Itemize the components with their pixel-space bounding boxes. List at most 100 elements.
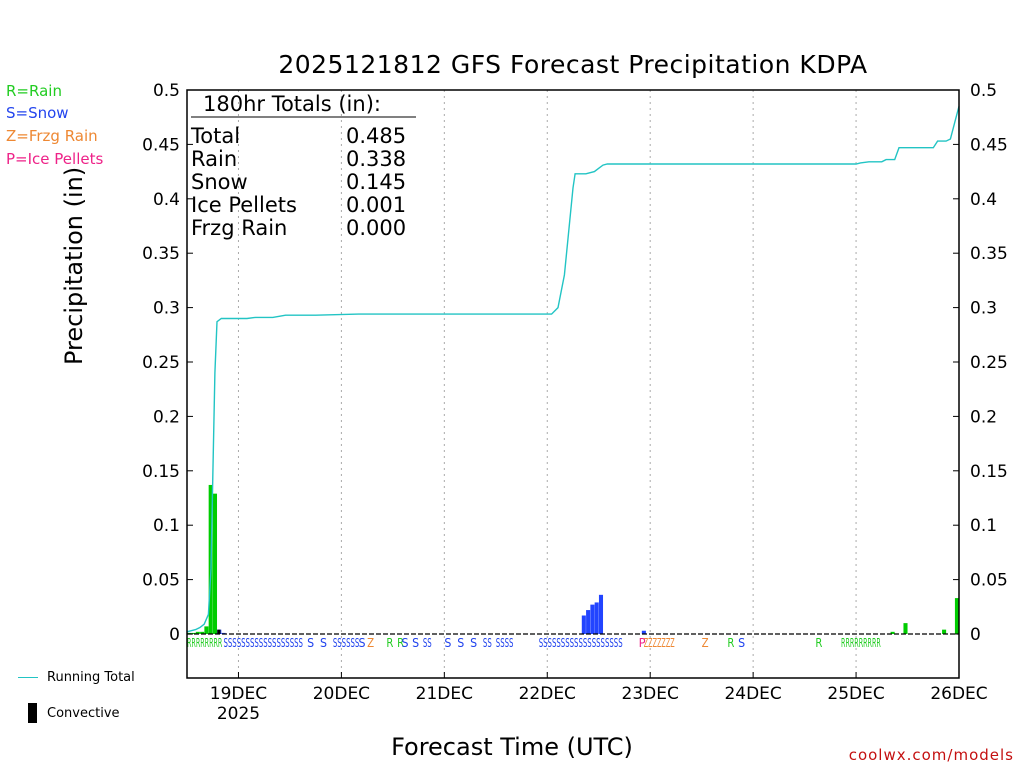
- x-tick-label: 23DEC: [622, 684, 679, 704]
- precip-type-strip: RRRRRRRR SSSSSSSSSSSSSSSSSS S S SSSSSS S Z R RS S…: [187, 636, 881, 650]
- bar-rain: [212, 493, 218, 634]
- totals-label: Ice Pellets: [191, 193, 297, 217]
- ptype-label: SSSSSS: [333, 636, 360, 650]
- y-tick-label: 0.3: [153, 299, 180, 319]
- totals-value: 0.001: [346, 193, 406, 217]
- y-tick-label: 0.45: [142, 135, 180, 155]
- y-tick-label: 0.15: [970, 462, 1008, 482]
- ptype-label: R: [386, 636, 393, 650]
- ptype-label: S: [307, 636, 314, 650]
- ptype-label: RRRRRRRRR: [841, 636, 881, 650]
- totals-label: Rain: [191, 147, 237, 171]
- bar-snow: [590, 604, 595, 634]
- y-tick-label: 0.5: [153, 81, 180, 101]
- ptype-label: SSSSSSSSSSSSSSSSSSS: [539, 636, 623, 650]
- y-tick-label: 0.35: [142, 244, 180, 264]
- source-credit: coolwx.com/models: [848, 746, 1014, 764]
- totals-label: Total: [190, 124, 240, 148]
- y-tick-label: 0.1: [153, 516, 180, 536]
- x-tick-label: 25DEC: [827, 684, 884, 704]
- convective-key-swatch: [28, 703, 37, 723]
- x-tick-label: 24DEC: [724, 684, 781, 704]
- chart-title: 2025121812 GFS Forecast Precipitation KD…: [278, 50, 868, 79]
- x-tick-label: 19DEC: [210, 684, 267, 704]
- ptype-label: Z: [367, 636, 374, 650]
- totals-label: Frzg Rain: [191, 216, 287, 240]
- bar-series: [187, 484, 959, 634]
- ptype-label: S: [444, 636, 451, 650]
- ptype-label: P: [639, 636, 646, 650]
- y-tick-label: 0.2: [153, 407, 180, 427]
- y-tick-label: 0.4: [970, 190, 997, 210]
- x-tick-label: 26DEC: [930, 684, 987, 704]
- y-tick-label: 0.5: [970, 81, 997, 101]
- running-total-series: [186, 106, 960, 633]
- running-total-line: [186, 106, 960, 633]
- bar-rain: [191, 632, 196, 634]
- grid-lines: [237, 90, 857, 678]
- y-tick-label: 0.2: [970, 407, 997, 427]
- bar-snow: [594, 602, 599, 634]
- x-tick-sublabel: 2025: [217, 704, 260, 724]
- ptype-label: R: [397, 636, 404, 650]
- totals-value: 0.145: [346, 170, 406, 194]
- y-tick-label: 0.15: [142, 462, 180, 482]
- ptype-label: S: [359, 636, 366, 650]
- convective-key-label: Convective: [47, 706, 120, 721]
- bar-snow: [598, 594, 604, 634]
- ptype-label: S: [738, 636, 745, 650]
- running-total-key-swatch: [18, 677, 38, 678]
- ptype-label: S: [320, 636, 327, 650]
- y-tick-label: 0.25: [142, 353, 180, 373]
- bar-rain: [954, 598, 959, 634]
- ptype-label: SSSS: [496, 636, 514, 650]
- bar-rain: [200, 631, 205, 634]
- ptype-label: SSSSSSSSSSSSSSSSSS: [223, 636, 303, 650]
- legend-rain: R=Rain: [6, 82, 62, 100]
- y-ticks-left: 0 0.05 0.1 0.15 0.2 0.25 0.3 0.35 0.4 0.45 0.5: [142, 81, 193, 645]
- y-tick-label: 0.35: [970, 244, 1008, 264]
- ptype-label: R: [727, 636, 734, 650]
- y-ticks-right: 0 0.05 0.1 0.15 0.2 0.25 0.3 0.35 0.4 0.45 0.5: [953, 81, 1008, 645]
- x-tick-label: 22DEC: [519, 684, 576, 704]
- legend-ice-pellets: P=Ice Pellets: [6, 150, 104, 168]
- totals-header: 180hr Totals (in):: [203, 92, 381, 116]
- ptype-label: SS: [423, 636, 432, 650]
- ptype-label: S: [457, 636, 464, 650]
- ptype-label: S: [412, 636, 419, 650]
- ptype-label: R: [815, 636, 822, 650]
- totals-value: 0.338: [346, 147, 406, 171]
- x-tick-label: 20DEC: [313, 684, 370, 704]
- running-total-key-label: Running Total: [47, 670, 135, 685]
- bar-snow: [641, 630, 646, 634]
- bar-rain: [204, 626, 209, 634]
- bar-convective: [217, 629, 221, 634]
- y-tick-label: 0.05: [142, 571, 180, 591]
- ptype-label: RRRRRRRR: [187, 636, 222, 650]
- legend-snow: S=Snow: [6, 104, 69, 122]
- y-tick-label: 0.25: [970, 353, 1008, 373]
- y-tick-label: 0.1: [970, 516, 997, 536]
- y-tick-label: 0: [169, 625, 180, 645]
- ptype-label: SS: [483, 636, 492, 650]
- ptype-label: S: [470, 636, 477, 650]
- y-tick-label: 0.4: [153, 190, 180, 210]
- totals-label: Snow: [191, 170, 248, 194]
- totals-value: 0.000: [346, 216, 406, 240]
- bar-snow: [586, 610, 591, 634]
- ptype-label: S: [401, 636, 408, 650]
- bar-rain: [890, 631, 895, 634]
- bar-rain: [942, 629, 947, 634]
- y-tick-label: 0.3: [970, 299, 997, 319]
- ptype-label: Z: [702, 636, 709, 650]
- totals-box: 180hr Totals (in): Total 0.485 Rain 0.338 Sno…: [190, 92, 416, 240]
- legend-freezing-rain: Z=Frzg Rain: [6, 127, 98, 145]
- totals-value: 0.485: [346, 124, 406, 148]
- y-tick-label: 0: [970, 625, 981, 645]
- y-tick-label: 0.05: [970, 571, 1008, 591]
- y-tick-label: 0.45: [970, 135, 1008, 155]
- x-axis-label: Forecast Time (UTC): [391, 733, 633, 761]
- bar-snow: [581, 615, 586, 634]
